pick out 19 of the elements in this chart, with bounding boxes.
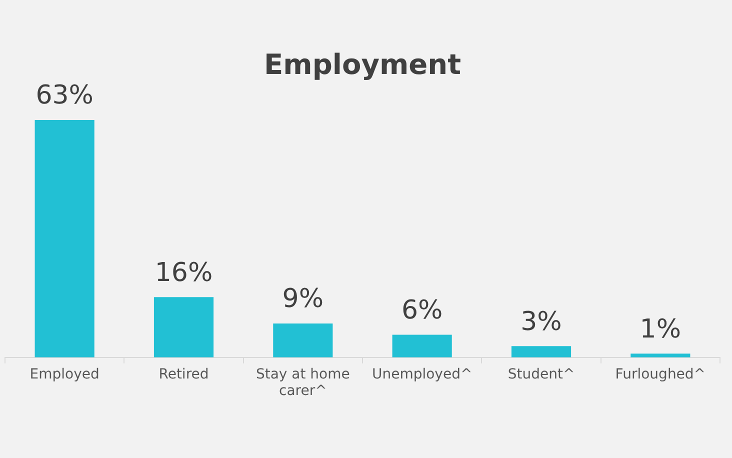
x-tick-label: Furloughed^ (615, 366, 706, 382)
data-label: 3% (520, 306, 562, 337)
data-label: 9% (282, 284, 324, 314)
x-tick-label: Student^ (508, 366, 575, 382)
data-label: 63% (36, 80, 94, 111)
bar (273, 323, 333, 358)
bar (154, 297, 214, 358)
bar (630, 354, 690, 358)
x-tick-label: Employed (30, 366, 100, 382)
bar (392, 334, 452, 358)
bar (34, 120, 94, 358)
x-tick-label: Unemployed^ (372, 366, 472, 382)
data-label: 1% (640, 314, 682, 344)
chart-title: Employment (264, 48, 461, 82)
x-tick-label: Retired (158, 366, 209, 382)
data-label: 16% (154, 258, 213, 288)
bar (511, 346, 572, 358)
x-tick-label: Stay at home carer^ (256, 366, 350, 400)
data-label: 6% (401, 296, 443, 326)
